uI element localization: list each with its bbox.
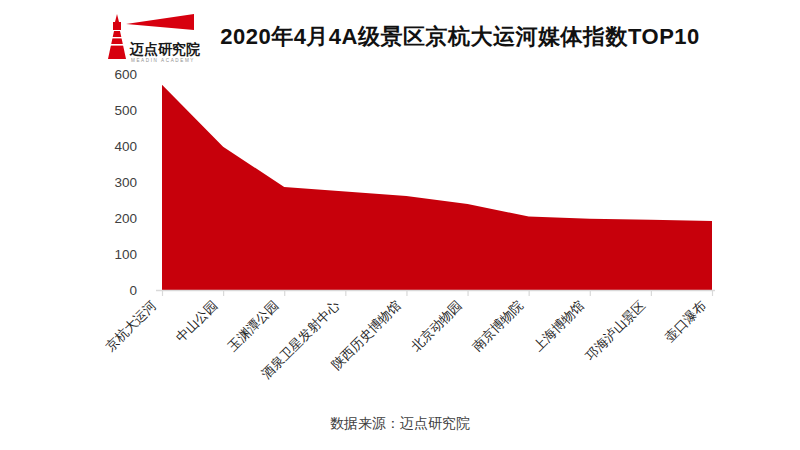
y-axis-tick-label: 200 [114, 211, 137, 226]
data-source-note: 数据来源：迈点研究院 [0, 415, 800, 433]
area-series [162, 85, 712, 290]
brand-subtitle: MEADIN ACADEMY [131, 58, 195, 63]
x-axis-category-label: 上海博物馆 [530, 298, 587, 355]
y-axis-tick-label: 100 [114, 247, 137, 262]
y-axis-tick-label: 400 [114, 139, 137, 154]
x-axis-category-label: 京杭大运河 [103, 298, 160, 355]
media-index-area-chart: 0100200300400500600京杭大运河中山公园玉渊潭公园酒泉卫星发射中… [0, 0, 800, 450]
page-title: 2020年4月4A级景区京杭大运河媒体指数TOP10 [130, 22, 790, 52]
x-axis-category-label: 中山公园 [173, 298, 220, 345]
x-axis-category-label: 南京博物院 [469, 298, 526, 355]
x-axis-category-label: 壶口瀑布 [662, 298, 709, 345]
y-axis-tick-label: 600 [114, 67, 137, 82]
report-slide: 0100200300400500600京杭大运河中山公园玉渊潭公园酒泉卫星发射中… [0, 0, 800, 450]
x-axis-category-label: 邛海泸山景区 [582, 298, 648, 364]
x-axis-category-label: 玉渊潭公园 [225, 298, 282, 355]
y-axis-tick-label: 500 [114, 103, 137, 118]
y-axis-tick-label: 0 [129, 283, 137, 298]
y-axis-tick-label: 300 [114, 175, 137, 190]
x-axis-category-label: 北京动物园 [408, 298, 465, 355]
